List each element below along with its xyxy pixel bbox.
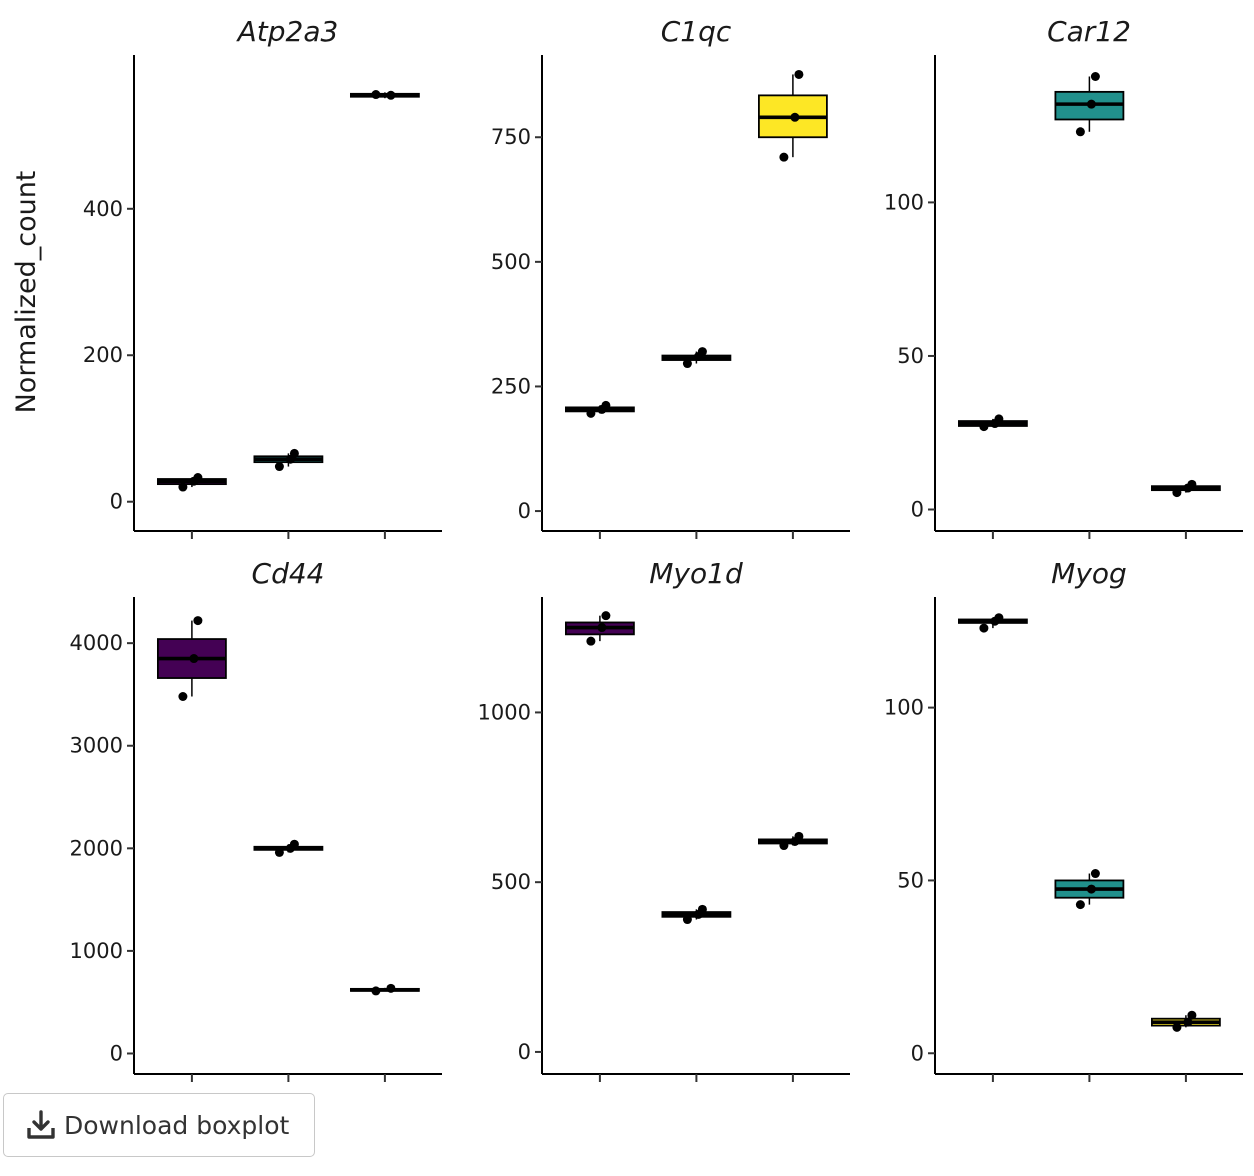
facet-title: Cd44 [252, 557, 325, 590]
y-tick-label: 0 [110, 1041, 123, 1065]
data-point [597, 623, 607, 633]
data-point [1090, 71, 1100, 81]
data-point [1187, 1010, 1197, 1020]
data-point [274, 462, 284, 472]
data-point [178, 692, 188, 702]
y-tick-label: 750 [491, 125, 531, 149]
data-point [1172, 1022, 1182, 1032]
download-button-label: Download boxplot [64, 1110, 290, 1140]
y-tick-label: 1000 [70, 939, 123, 963]
data-point [693, 909, 703, 919]
y-tick-label: 0 [110, 490, 123, 514]
data-point [586, 408, 596, 418]
y-tick-label: 100 [884, 190, 924, 214]
data-point [682, 359, 692, 369]
y-tick-label: 1000 [478, 700, 531, 724]
data-point [285, 454, 295, 464]
y-axis-label: Normalized_count [11, 171, 42, 414]
data-point [693, 352, 703, 362]
data-point [189, 476, 199, 486]
facet-title: Myo1d [649, 557, 743, 590]
data-point [597, 404, 607, 414]
data-point [285, 843, 295, 853]
download-icon [26, 1110, 56, 1140]
data-point [1172, 488, 1182, 498]
data-point [1090, 869, 1100, 879]
data-point [274, 847, 284, 857]
data-point [779, 152, 789, 162]
data-point [386, 983, 396, 993]
data-point [1183, 483, 1193, 493]
data-point [193, 616, 203, 626]
data-point [990, 616, 1000, 626]
data-point [1075, 127, 1085, 137]
data-point [794, 69, 804, 79]
y-tick-label: 500 [491, 870, 531, 894]
data-point [990, 419, 1000, 429]
data-point [790, 836, 800, 846]
y-tick-label: 50 [897, 868, 924, 892]
y-tick-label: 200 [83, 343, 123, 367]
y-tick-label: 250 [491, 374, 531, 398]
data-point [189, 654, 199, 664]
data-point [1075, 900, 1085, 910]
data-point [371, 90, 381, 100]
y-tick-label: 0 [518, 499, 531, 523]
y-tick-label: 2000 [70, 836, 123, 860]
data-point [601, 611, 611, 621]
y-tick-label: 500 [491, 250, 531, 274]
y-tick-label: 0 [911, 498, 924, 522]
data-point [586, 636, 596, 646]
y-tick-label: 0 [518, 1040, 531, 1064]
data-point [1086, 99, 1096, 109]
y-tick-label: 50 [897, 344, 924, 368]
y-tick-label: 4000 [70, 631, 123, 655]
data-point [682, 915, 692, 925]
data-point [178, 482, 188, 492]
data-point [371, 986, 381, 996]
data-point [979, 422, 989, 432]
y-tick-label: 0 [911, 1041, 924, 1065]
data-point [386, 90, 396, 100]
download-boxplot-button[interactable]: Download boxplot [3, 1093, 315, 1157]
data-point [779, 841, 789, 851]
y-tick-label: 400 [83, 197, 123, 221]
boxplot-svg: Normalized_count Atp2a3 0 200 400 C1qc 0 250 50… [11, 15, 1243, 1082]
y-tick-label: 100 [884, 696, 924, 720]
facet-title: C1qc [661, 15, 732, 48]
data-point [1183, 1017, 1193, 1027]
boxplot-figure: Normalized_count Atp2a3 0 200 400 C1qc 0 250 50… [11, 15, 1243, 1082]
data-point [1086, 884, 1096, 894]
facet-title: Myog [1051, 557, 1127, 590]
facet-title: Atp2a3 [236, 15, 339, 48]
y-tick-label: 3000 [70, 734, 123, 758]
data-point [790, 112, 800, 122]
data-point [979, 623, 989, 633]
facet-title: Car12 [1047, 15, 1131, 48]
